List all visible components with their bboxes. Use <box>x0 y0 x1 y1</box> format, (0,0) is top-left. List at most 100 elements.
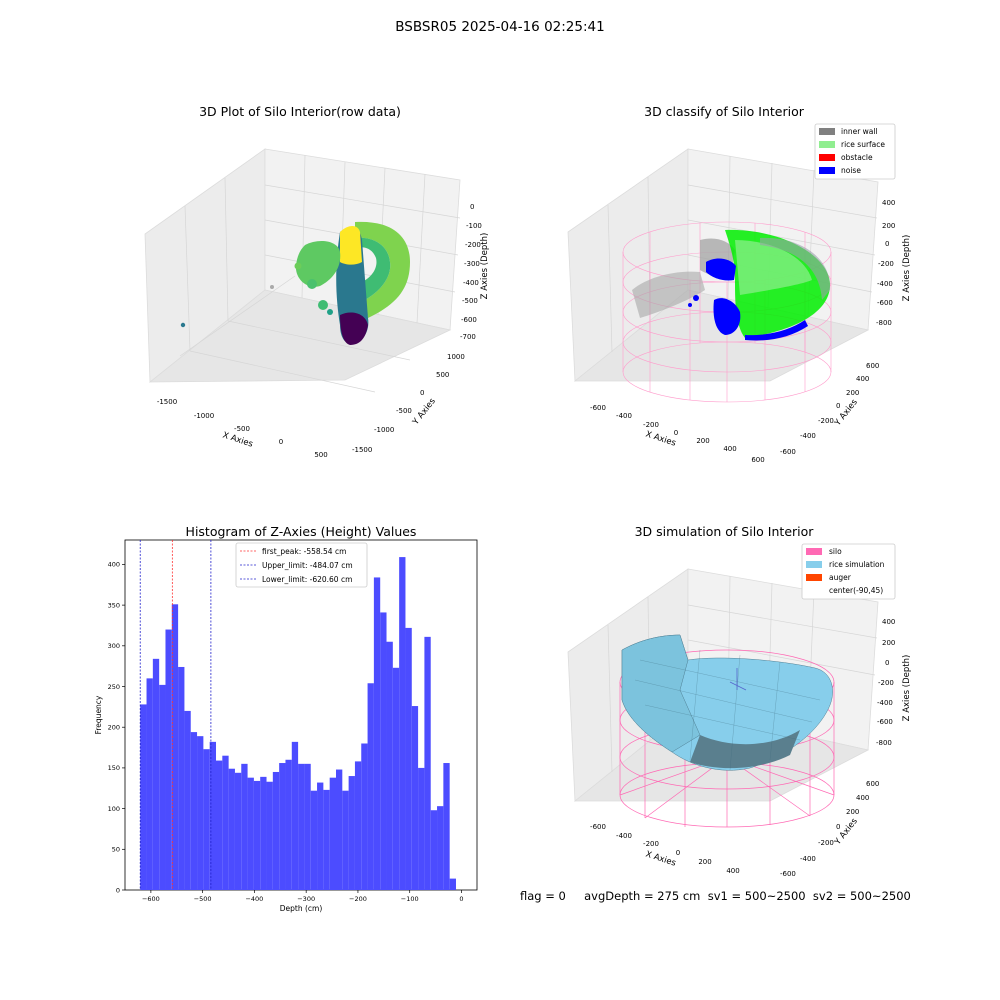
classify-ytick: 0 <box>836 402 840 410</box>
raw-cloud-left-blob <box>295 240 341 287</box>
simulation-x-ticks: -600 -400 -200 0 200 400 <box>590 823 740 875</box>
raw-y-ticks: 1000 500 0 -500 -1000 -1500 <box>352 353 465 454</box>
histogram-bar <box>386 641 393 890</box>
classify-x-ticks: -600 -400 -200 0 200 400 600 <box>590 404 765 464</box>
classify-xlabel: X Axies <box>644 429 677 448</box>
raw-ztick: -300 <box>464 260 480 268</box>
classify-rice-surface-points <box>725 229 831 338</box>
raw-ztick: 0 <box>470 203 474 211</box>
raw-ztick: -500 <box>462 297 478 305</box>
histogram-bar <box>298 763 305 890</box>
classify-xtick: -600 <box>590 404 606 412</box>
histogram-bar <box>329 777 336 890</box>
histogram-bar <box>241 763 248 890</box>
histogram-ytick-label: 200 <box>108 724 120 732</box>
histogram-bar <box>437 806 444 890</box>
simulation-xtick: 400 <box>726 867 739 875</box>
histogram-bar <box>197 736 204 890</box>
simulation-ztick: -200 <box>878 679 894 687</box>
legend-first-peak: first_peak: -558.54 cm <box>262 547 346 556</box>
histogram-ylabel: Frequency <box>94 695 103 734</box>
raw-ytick: -1000 <box>374 426 394 434</box>
simulation-xlabel: X Axies <box>644 849 677 868</box>
histogram-bar <box>203 749 210 890</box>
simulation-xtick: 200 <box>698 858 711 866</box>
histogram-xtick-label: −600 <box>142 895 160 903</box>
legend-noise: noise <box>841 166 861 175</box>
histogram-bar <box>140 704 147 890</box>
classify-title: 3D classify of Silo Interior <box>644 104 805 119</box>
simulation-z-ticks: 400 200 0 -200 -400 -600 -800 <box>876 618 895 747</box>
legend-rice-simulation: rice simulation <box>829 560 885 569</box>
histogram-ytick-label: 250 <box>108 683 120 691</box>
raw-xtick: -1000 <box>194 412 214 420</box>
classify-ytick: 200 <box>846 389 859 397</box>
histogram-bar <box>430 810 438 890</box>
histogram-bar <box>159 684 166 890</box>
histogram-bar <box>443 763 450 890</box>
simulation-ztick: -800 <box>876 739 892 747</box>
legend-obstacle: obstacle <box>841 153 873 162</box>
classify-ztick: 0 <box>885 240 889 248</box>
histogram-ytick-label: 400 <box>108 561 120 569</box>
raw-ztick: -100 <box>466 222 482 230</box>
classify-xtick: -400 <box>616 412 632 420</box>
histogram-bar <box>392 667 400 890</box>
classify-z-ticks: 400 200 0 -200 -400 -600 -800 <box>876 199 895 327</box>
status-footer: flag = 0 avgDepth = 275 cm sv1 = 500~250… <box>520 889 911 903</box>
histogram-y-ticks: 0 50 100 150 200 250 300 350 400 <box>108 561 125 894</box>
histogram-bar <box>335 769 343 890</box>
classify-ztick: -600 <box>877 299 893 307</box>
panel-raw-data: 3D Plot of Silo Interior(row data) <box>144 104 490 459</box>
simulation-ztick: 400 <box>882 618 895 626</box>
histogram-ytick-label: 150 <box>108 764 120 772</box>
raw-ztick: -200 <box>465 241 481 249</box>
legend-inner-wall: inner wall <box>841 127 878 136</box>
classify-ytick: 400 <box>856 375 869 383</box>
histogram-bar <box>190 732 198 890</box>
histogram-reference-lines <box>139 540 212 890</box>
histogram-bar <box>449 878 456 890</box>
histogram-bar <box>405 627 412 890</box>
histogram-bar <box>247 777 254 890</box>
raw-z-ticks: 0 -100 -200 -300 -400 -500 -600 -700 <box>460 203 482 341</box>
legend-lower-limit: Lower_limit: -620.60 cm <box>262 575 352 584</box>
raw-ytick: 0 <box>420 389 424 397</box>
histogram-bar <box>216 760 223 890</box>
simulation-auger <box>729 668 747 691</box>
histogram-bar <box>310 790 318 890</box>
classify-xtick: 200 <box>696 437 709 445</box>
histogram-bar <box>380 612 387 890</box>
histogram-bar <box>342 790 349 890</box>
histogram-ytick-label: 100 <box>108 805 120 813</box>
histogram-xtick-label: −100 <box>401 895 419 903</box>
raw-point-cloud <box>180 221 410 345</box>
simulation-ztick: 200 <box>882 639 895 647</box>
histogram-xtick-label: −200 <box>349 895 367 903</box>
histogram-bars <box>140 557 456 890</box>
histogram-bar <box>272 771 280 890</box>
raw-cloud-outer-arc <box>355 221 410 318</box>
raw-zlabel: Z Axies (Depth) <box>480 233 490 300</box>
histogram-bar <box>285 759 292 890</box>
simulation-zlabel: Z Axies (Depth) <box>902 655 912 722</box>
classify-ytick: 600 <box>866 362 879 370</box>
classify-ytick: -200 <box>818 417 834 425</box>
raw-ylabel: Y Axies <box>410 396 438 428</box>
simulation-ylabel: Y Axies <box>832 816 860 848</box>
histogram-xtick-label: −400 <box>245 895 263 903</box>
histogram-ytick-label: 300 <box>108 642 120 650</box>
legend-center: center(-90,45) <box>829 586 883 595</box>
figure-suptitle: BSBSR05 2025-04-16 02:25:41 <box>395 19 604 35</box>
histogram-bar <box>279 763 286 890</box>
histogram-bar <box>171 604 179 890</box>
histogram-bar <box>146 678 153 890</box>
raw-ytick: -500 <box>396 407 412 415</box>
histogram-bar <box>304 763 311 890</box>
histogram-bar <box>373 577 381 890</box>
raw-xtick: 0 <box>279 438 283 446</box>
simulation-ytick: 600 <box>866 780 879 788</box>
simulation-ytick: -400 <box>800 855 816 863</box>
panel-simulation: 3D simulation of Silo Interior <box>567 524 912 878</box>
